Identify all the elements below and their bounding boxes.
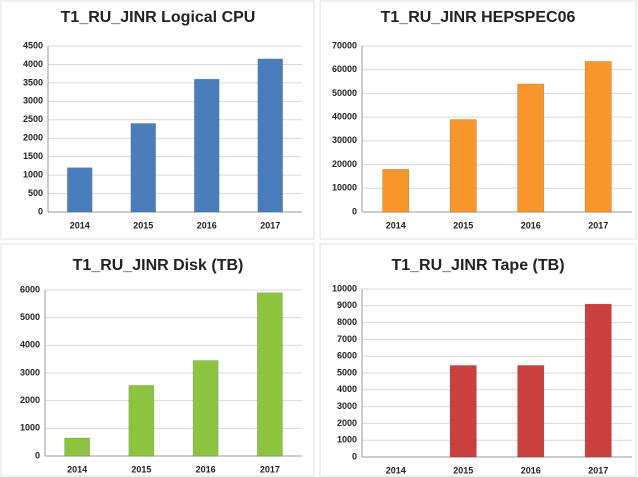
bar xyxy=(130,123,156,213)
x-tick-label: 2014 xyxy=(70,220,90,230)
y-tick-label: 4000 xyxy=(23,59,43,69)
bar xyxy=(257,58,283,213)
y-tick-label: 7000 xyxy=(337,334,357,344)
y-tick-label: 3000 xyxy=(23,96,43,106)
y-tick-label: 3500 xyxy=(23,77,43,87)
x-tick-label: 2015 xyxy=(131,464,151,474)
x-tick-label: 2016 xyxy=(521,220,541,230)
bar xyxy=(584,303,612,458)
y-tick-label: 5000 xyxy=(20,312,40,322)
y-tick-label: 1500 xyxy=(23,151,43,161)
chart-title: T1_RU_JINR Logical CPU xyxy=(61,9,256,26)
x-tick-label: 2014 xyxy=(67,464,87,474)
y-tick-label: 0 xyxy=(352,206,357,216)
y-tick-label: 30000 xyxy=(332,135,357,145)
y-tick-label: 1000 xyxy=(23,169,43,179)
y-tick-label: 10000 xyxy=(332,183,357,193)
x-tick-label: 2016 xyxy=(196,464,216,474)
y-tick-label: 5000 xyxy=(337,367,357,377)
y-tick-label: 8000 xyxy=(337,317,357,327)
y-tick-label: 4000 xyxy=(20,340,40,350)
y-tick-label: 2000 xyxy=(337,418,357,428)
x-tick-label: 2017 xyxy=(588,220,608,230)
chart-title: T1_RU_JINR HEPSPEC06 xyxy=(381,9,576,26)
y-tick-label: 2000 xyxy=(20,395,40,405)
x-tick-label: 2014 xyxy=(386,465,406,475)
x-tick-label: 2015 xyxy=(453,220,473,230)
y-tick-label: 3000 xyxy=(337,401,357,411)
x-tick-label: 2015 xyxy=(453,465,473,475)
y-tick-label: 70000 xyxy=(332,40,357,50)
y-tick-label: 20000 xyxy=(332,159,357,169)
bar xyxy=(517,83,545,213)
panel xyxy=(319,243,637,477)
bar xyxy=(449,365,477,458)
y-tick-label: 10000 xyxy=(332,283,357,293)
y-tick-label: 0 xyxy=(352,451,357,461)
y-tick-label: 1000 xyxy=(337,435,357,445)
x-tick-label: 2016 xyxy=(197,220,217,230)
bar xyxy=(517,365,545,458)
panel xyxy=(319,0,637,240)
x-tick-label: 2015 xyxy=(133,220,153,230)
y-tick-label: 4500 xyxy=(23,40,43,50)
y-tick-label: 4000 xyxy=(337,384,357,394)
y-tick-label: 0 xyxy=(35,450,40,460)
x-tick-label: 2017 xyxy=(588,465,608,475)
chart-title: T1_RU_JINR Disk (TB) xyxy=(73,257,244,274)
bar xyxy=(192,360,219,457)
y-tick-label: 6000 xyxy=(20,284,40,294)
x-tick-label: 2017 xyxy=(260,464,280,474)
x-tick-label: 2016 xyxy=(521,465,541,475)
y-tick-label: 6000 xyxy=(337,351,357,361)
bar xyxy=(128,385,155,457)
y-tick-label: 40000 xyxy=(332,112,357,122)
bar xyxy=(584,61,612,213)
bar xyxy=(64,437,90,457)
chart-title: T1_RU_JINR Tape (TB) xyxy=(391,257,564,274)
x-tick-label: 2017 xyxy=(260,220,280,230)
y-tick-label: 2000 xyxy=(23,133,43,143)
y-tick-label: 2500 xyxy=(23,114,43,124)
y-tick-label: 1000 xyxy=(20,423,40,433)
y-tick-label: 3000 xyxy=(20,367,40,377)
y-tick-label: 9000 xyxy=(337,300,357,310)
y-tick-label: 60000 xyxy=(332,64,357,74)
y-tick-label: 500 xyxy=(28,188,43,198)
bar xyxy=(257,292,283,457)
bar xyxy=(382,169,410,213)
y-tick-label: 50000 xyxy=(332,88,357,98)
bar xyxy=(194,78,220,213)
bar xyxy=(449,119,477,213)
x-tick-label: 2014 xyxy=(386,220,406,230)
bar xyxy=(67,167,93,213)
y-tick-label: 0 xyxy=(38,206,43,216)
